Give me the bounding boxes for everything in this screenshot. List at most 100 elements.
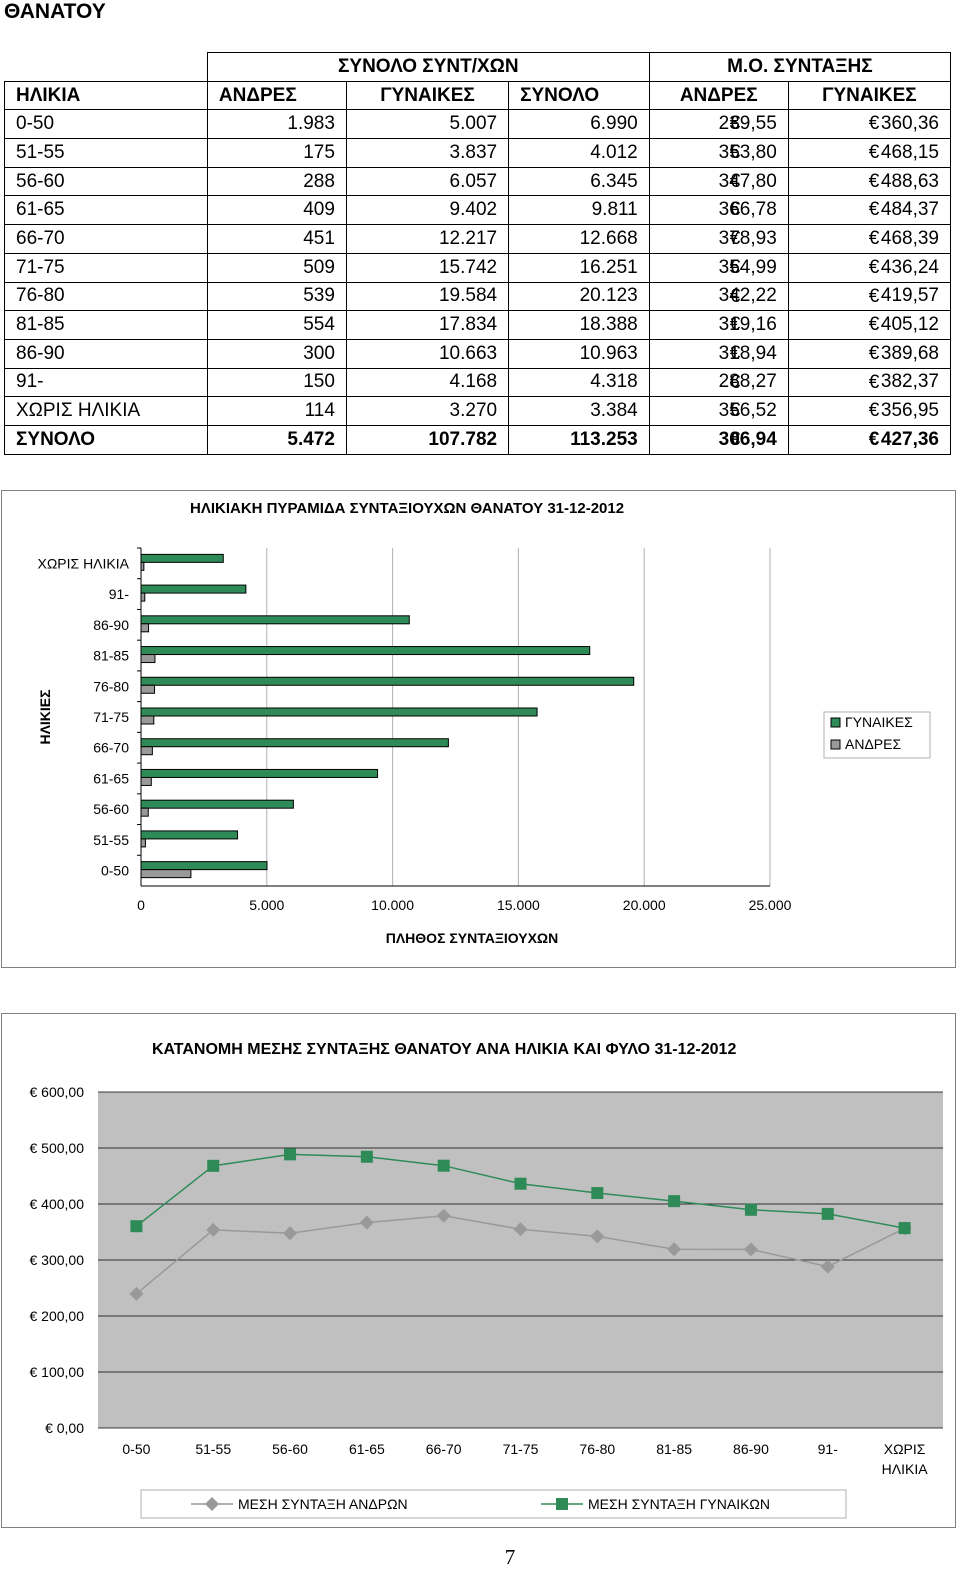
x-tick-label: 0 — [137, 897, 145, 913]
group-total-header: ΣΥΝΟΛΟ ΣΥΝΤ/ΧΩΝ — [206, 52, 650, 82]
amount-value: 353,80 — [718, 141, 777, 163]
marker-women — [207, 1159, 220, 1172]
y-tick-label: 91- — [109, 586, 130, 602]
legend-label: ΜΕΣΗ ΣΥΝΤΑΞΗ ΑΝΔΡΩΝ — [238, 1496, 408, 1512]
y-tick-label: € 500,00 — [30, 1140, 85, 1156]
x-axis-label: ΠΛΗΘΟΣ ΣΥΝΤΑΞΙΟΥΧΩΝ — [386, 930, 559, 946]
age-pyramid-chart: 0 5.000 10.000 15.000 20.000 25.000 0-50 51-55 5… — [1, 490, 956, 968]
amount-value: 468,39 — [880, 227, 939, 249]
page-heading: ΘΑΝΑΤΟΥ — [4, 0, 106, 23]
count-cell: 4.168 — [345, 367, 510, 398]
avg-pension-chart: € 0,00 € 100,00 € 200,00 € 300,00 € 400,00 € … — [1, 1013, 956, 1528]
count-cell: 3.837 — [345, 138, 510, 168]
euro-symbol: € — [868, 113, 880, 135]
y-tick-label: € 300,00 — [30, 1252, 85, 1268]
euro-symbol: € — [729, 428, 741, 450]
amount-value: 356,95 — [880, 400, 939, 422]
x-tick-label: 20.000 — [623, 897, 666, 913]
col-header: ΑΝΔΡΕΣ — [206, 80, 347, 111]
legend-label: ΑΝΔΡΕΣ — [845, 736, 901, 752]
marker-women — [668, 1195, 681, 1208]
euro-symbol: € — [868, 170, 880, 192]
x-tick-label: 86-90 — [733, 1441, 769, 1457]
age-cell: 66-70 — [4, 224, 208, 254]
count-cell: 10.663 — [345, 338, 510, 369]
avg-pension-cell: €356,95 — [787, 396, 952, 426]
table-row: 61-65 409 9.402 9.811 €366,78 €484,37 — [4, 195, 952, 226]
bar-men — [140, 561, 145, 571]
bar-men — [140, 838, 146, 848]
marker-women — [898, 1222, 911, 1235]
euro-symbol: € — [868, 314, 880, 336]
y-tick-label: ΧΩΡΙΣ ΗΛΙΚΙΑ — [38, 555, 130, 571]
euro-symbol: € — [729, 170, 741, 192]
table-row: 66-70 451 12.217 12.668 €378,93 €468,39 — [4, 224, 952, 254]
euro-symbol: € — [729, 113, 741, 135]
age-pyramid-title: ΗΛΙΚΙΑΚΗ ΠΥΡΑΜΙΔΑ ΣΥΝΤΑΞΙΟΥΧΩΝ ΘΑΝΑΤΟΥ 3… — [190, 500, 625, 517]
marker-women — [591, 1187, 604, 1200]
euro-symbol: € — [868, 256, 880, 278]
legend-label: ΜΕΣΗ ΣΥΝΤΑΞΗ ΓΥΝΑΙΚΩΝ — [588, 1496, 770, 1512]
legend-box — [823, 711, 931, 759]
table-total-row: ΣΥΝΟΛΟ 5.472 107.782 113.253 €306,94 €427,36 — [4, 424, 952, 455]
euro-symbol: € — [729, 199, 741, 221]
avg-pension-cell: €468,15 — [787, 138, 952, 168]
y-tick-label: 86-90 — [93, 617, 129, 633]
avg-pension-cell: €488,63 — [787, 166, 952, 197]
x-tick-label: ΧΩΡΙΣ — [884, 1441, 926, 1457]
x-tick-label: 61-65 — [349, 1441, 385, 1457]
count-cell: 107.782 — [345, 424, 510, 455]
col-header: ΓΥΝΑΙΚΕΣ — [345, 80, 510, 111]
euro-symbol: € — [729, 371, 741, 393]
pension-table: ΣΥΝΟΛΟ ΣΥΝΤ/ΧΩΝ Μ.Ο. ΣΥΝΤΑΞΗΣ ΗΛΙΚΙΑ ΑΝΔ… — [4, 52, 952, 455]
table-row: 0-50 1.983 5.007 6.990 €239,55 €360,36 — [4, 109, 952, 140]
euro-symbol: € — [868, 142, 880, 164]
avg-pension-cell: €468,39 — [787, 224, 952, 254]
marker-men — [590, 1229, 605, 1244]
amount-value: 488,63 — [880, 170, 939, 192]
count-cell: 17.834 — [345, 310, 510, 340]
marker-women — [744, 1203, 757, 1216]
amount-value: 356,52 — [718, 400, 777, 422]
table-row: 86-90 300 10.663 10.963 €318,94 €389,68 — [4, 338, 952, 369]
table-row: 76-80 539 19.584 20.123 €342,22 €419,57 — [4, 281, 952, 312]
table-header-row: ΗΛΙΚΙΑ ΑΝΔΡΕΣ ΓΥΝΑΙΚΕΣ ΣΥΝΟΛΟ ΑΝΔΡΕΣ ΓΥΝ… — [4, 80, 952, 111]
avg-pension-cell: €356,52 — [648, 396, 789, 426]
euro-symbol: € — [729, 314, 741, 336]
euro-symbol: € — [868, 228, 880, 250]
col-header: ΣΥΝΟΛΟ — [508, 80, 650, 111]
y-tick-label: 76-80 — [93, 678, 129, 694]
amount-value: 468,15 — [880, 141, 939, 163]
count-cell: 6.057 — [345, 166, 510, 197]
y-tick-label: € 200,00 — [30, 1308, 85, 1324]
bar-men — [140, 654, 156, 664]
marker-men — [359, 1215, 374, 1230]
amount-value: 306,94 — [718, 428, 777, 450]
table-row: ΧΩΡΙΣ ΗΛΙΚΙΑ 114 3.270 3.384 €356,52 €356,95 — [4, 396, 952, 426]
amount-value: 347,80 — [718, 170, 777, 192]
count-cell: 509 — [206, 252, 347, 283]
x-tick-label: 76-80 — [579, 1441, 615, 1457]
count-cell: 9.402 — [345, 195, 510, 226]
avg-pension-cell: €319,16 — [648, 310, 789, 340]
x-tick-label: 25.000 — [749, 897, 792, 913]
count-cell: 1.983 — [206, 109, 347, 140]
y-tick-label: 51-55 — [93, 832, 129, 848]
avg-pension-cell: €360,36 — [787, 109, 952, 140]
euro-symbol: € — [729, 256, 741, 278]
count-cell: 113.253 — [508, 424, 650, 455]
legend-swatch — [830, 739, 841, 750]
avg-pension-cell: €288,27 — [648, 367, 789, 398]
age-pyramid-svg: 0 5.000 10.000 15.000 20.000 25.000 0-50 51-55 5… — [37, 547, 931, 946]
marker-women — [360, 1150, 373, 1163]
euro-symbol: € — [868, 428, 880, 450]
count-cell: 12.668 — [508, 224, 650, 254]
table-row: 51-55 175 3.837 4.012 €353,80 €468,15 — [4, 138, 952, 168]
y-tick-label: € 600,00 — [30, 1084, 85, 1100]
bar-men — [140, 776, 152, 786]
marker-women — [821, 1207, 834, 1220]
bar-men — [140, 592, 146, 602]
bar-women — [140, 707, 538, 717]
avg-pension-cell: €342,22 — [648, 281, 789, 312]
y-tick-label: 66-70 — [93, 740, 129, 756]
